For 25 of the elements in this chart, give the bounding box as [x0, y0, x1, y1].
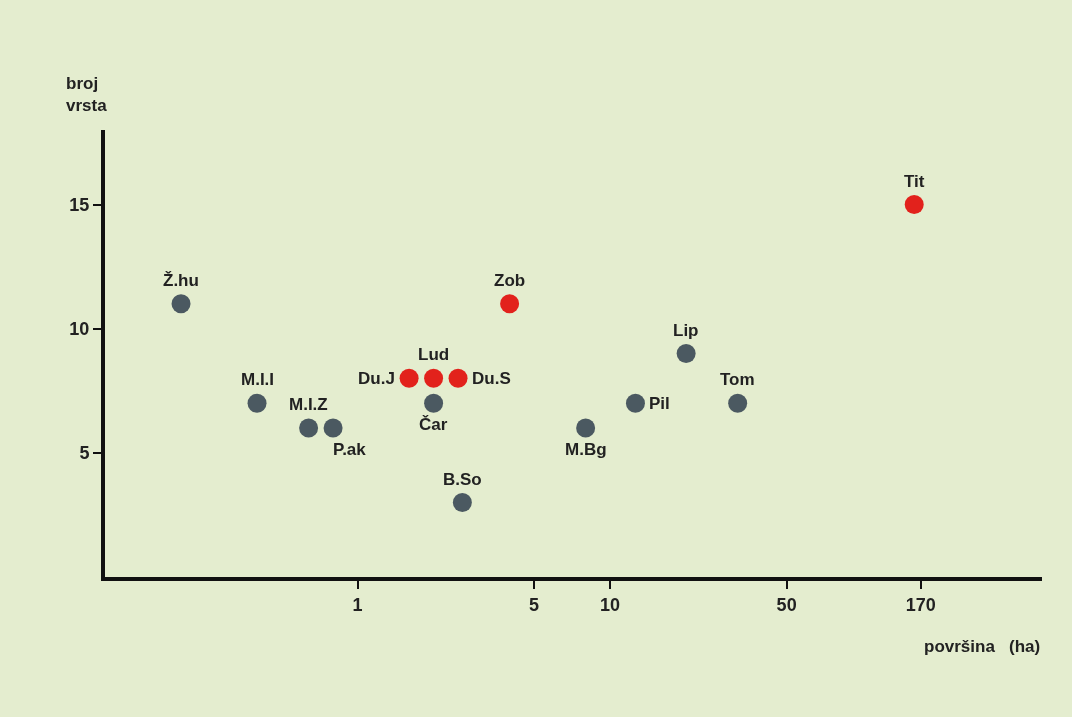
x-tick-label: 10	[600, 594, 621, 615]
x-axis-title: površina (ha)	[924, 637, 1041, 656]
x-tick-label: 50	[776, 594, 797, 615]
annotation: Tom	[720, 370, 755, 389]
annotation: Ž.hu	[163, 271, 199, 290]
annotation: M.Bg	[565, 440, 607, 459]
y-axis-title: broj vrsta	[66, 74, 108, 116]
annotation: Čar	[419, 415, 448, 434]
annotation: B.So	[443, 470, 482, 489]
annotation: Du.S	[472, 369, 511, 388]
annotation: M.I.Z	[289, 395, 328, 414]
annotation: Tit	[904, 172, 925, 191]
y-tick-label: 5	[79, 443, 90, 464]
annotation: Pil	[649, 394, 670, 413]
annotation: Lip	[673, 321, 699, 340]
y-tick-label: 10	[69, 318, 90, 339]
annotation: Zob	[494, 271, 526, 290]
y-tick-label: 15	[69, 194, 90, 215]
annotation: P.ak	[333, 440, 367, 459]
annotation: Lud	[418, 345, 450, 364]
annotation: Du.J	[358, 369, 395, 388]
annotation: M.I.I	[241, 370, 275, 389]
x-tick-label: 5	[529, 594, 540, 615]
x-tick-label: 170	[905, 594, 936, 615]
x-tick-label: 1	[352, 594, 363, 615]
